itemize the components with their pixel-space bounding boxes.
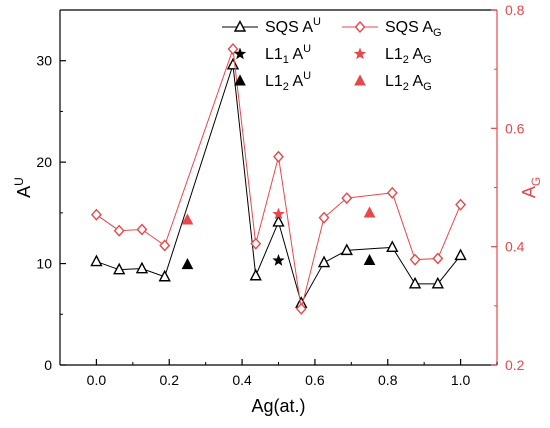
x-tick-label: 1.0: [451, 372, 471, 388]
legend-item: SQS AG: [342, 19, 442, 39]
y2-tick-label: 0.8: [505, 2, 525, 18]
y-tick-label: 10: [36, 256, 52, 272]
data-point: [90, 208, 102, 221]
legend-item: L12 AU: [234, 70, 311, 93]
series-2: [181, 253, 376, 270]
x-tick-label: 0.2: [160, 372, 180, 388]
legend-item: L11 AU: [233, 43, 311, 66]
data-point: [135, 261, 149, 274]
legend-label: SQS AU: [265, 16, 321, 36]
data-point: [249, 268, 262, 281]
data-point: [227, 43, 239, 56]
data-point: [318, 211, 330, 224]
y2-tick-label: 0.6: [505, 120, 525, 136]
y2-tick-label: 0.4: [505, 239, 525, 255]
x-axis-title: Ag(at.): [251, 396, 305, 416]
data-point: [234, 74, 246, 86]
data-point: [353, 47, 367, 60]
series-1: [272, 254, 285, 266]
data-point: [340, 243, 353, 256]
data-point: [272, 214, 285, 227]
series-line: [96, 48, 462, 309]
data-point: [432, 252, 444, 265]
data-point: [317, 255, 331, 268]
data-point: [158, 269, 171, 282]
data-point: [455, 198, 467, 211]
legend: SQS AU L11 AU L12 AU SQS AG L12 AG L12 AG: [222, 16, 442, 93]
data-point: [363, 253, 376, 266]
y2-tick-label: 0.2: [505, 357, 525, 373]
x-tick-label: 0.6: [305, 372, 325, 388]
legend-item: L12 AG: [354, 73, 432, 93]
data-point: [272, 254, 285, 266]
data-point: [181, 258, 194, 270]
x-tick-label: 0.0: [87, 372, 107, 388]
data-point: [408, 276, 422, 289]
legend-item: L12 AG: [353, 46, 432, 66]
data-point: [159, 239, 171, 252]
data-point: [354, 20, 366, 34]
data-point: [113, 262, 126, 275]
data-point: [113, 224, 125, 237]
data-point: [409, 253, 421, 266]
y-axis-title: AU: [12, 177, 34, 198]
data-point: [386, 186, 398, 199]
data-point: [233, 19, 247, 32]
y2-axis-title: AG: [519, 177, 543, 198]
legend-label: SQS AG: [385, 19, 442, 39]
series-line: [96, 64, 461, 305]
x-tick-label: 0.8: [378, 372, 398, 388]
legend-label: L12 AU: [265, 70, 311, 93]
data-point: [136, 223, 148, 236]
axes: 0.0 0.2 0.4 0.6 0.8 1.0 0 10 20 30 0.2 0.4 0.6 0.8 Ag(…: [12, 2, 543, 416]
data-point: [354, 74, 366, 86]
data-point: [431, 276, 444, 289]
series-4: [272, 207, 285, 220]
legend-item: SQS AU: [222, 16, 321, 36]
legend-label: L12 AG: [385, 46, 432, 66]
legend-label: L12 AG: [385, 73, 432, 93]
legend-label: L11 AU: [265, 43, 311, 66]
x-tick-label: 0.4: [232, 372, 252, 388]
data-point: [233, 47, 247, 60]
data-point: [295, 302, 307, 315]
y-tick-label: 20: [36, 154, 52, 170]
series-3: [90, 43, 467, 315]
data-point: [226, 57, 240, 70]
data-point: [90, 254, 103, 267]
series-0: [90, 57, 467, 308]
data-point: [272, 207, 285, 220]
data-point: [250, 237, 262, 250]
data-point: [386, 240, 399, 253]
data-point: [454, 248, 467, 261]
data-point: [181, 213, 194, 225]
y-tick-label: 0: [44, 357, 52, 373]
data-point: [363, 206, 376, 218]
y-tick-label: 30: [36, 53, 52, 69]
data-point: [341, 192, 353, 205]
series-layer: [90, 43, 467, 315]
series-5: [181, 206, 376, 225]
data-point: [273, 150, 284, 163]
